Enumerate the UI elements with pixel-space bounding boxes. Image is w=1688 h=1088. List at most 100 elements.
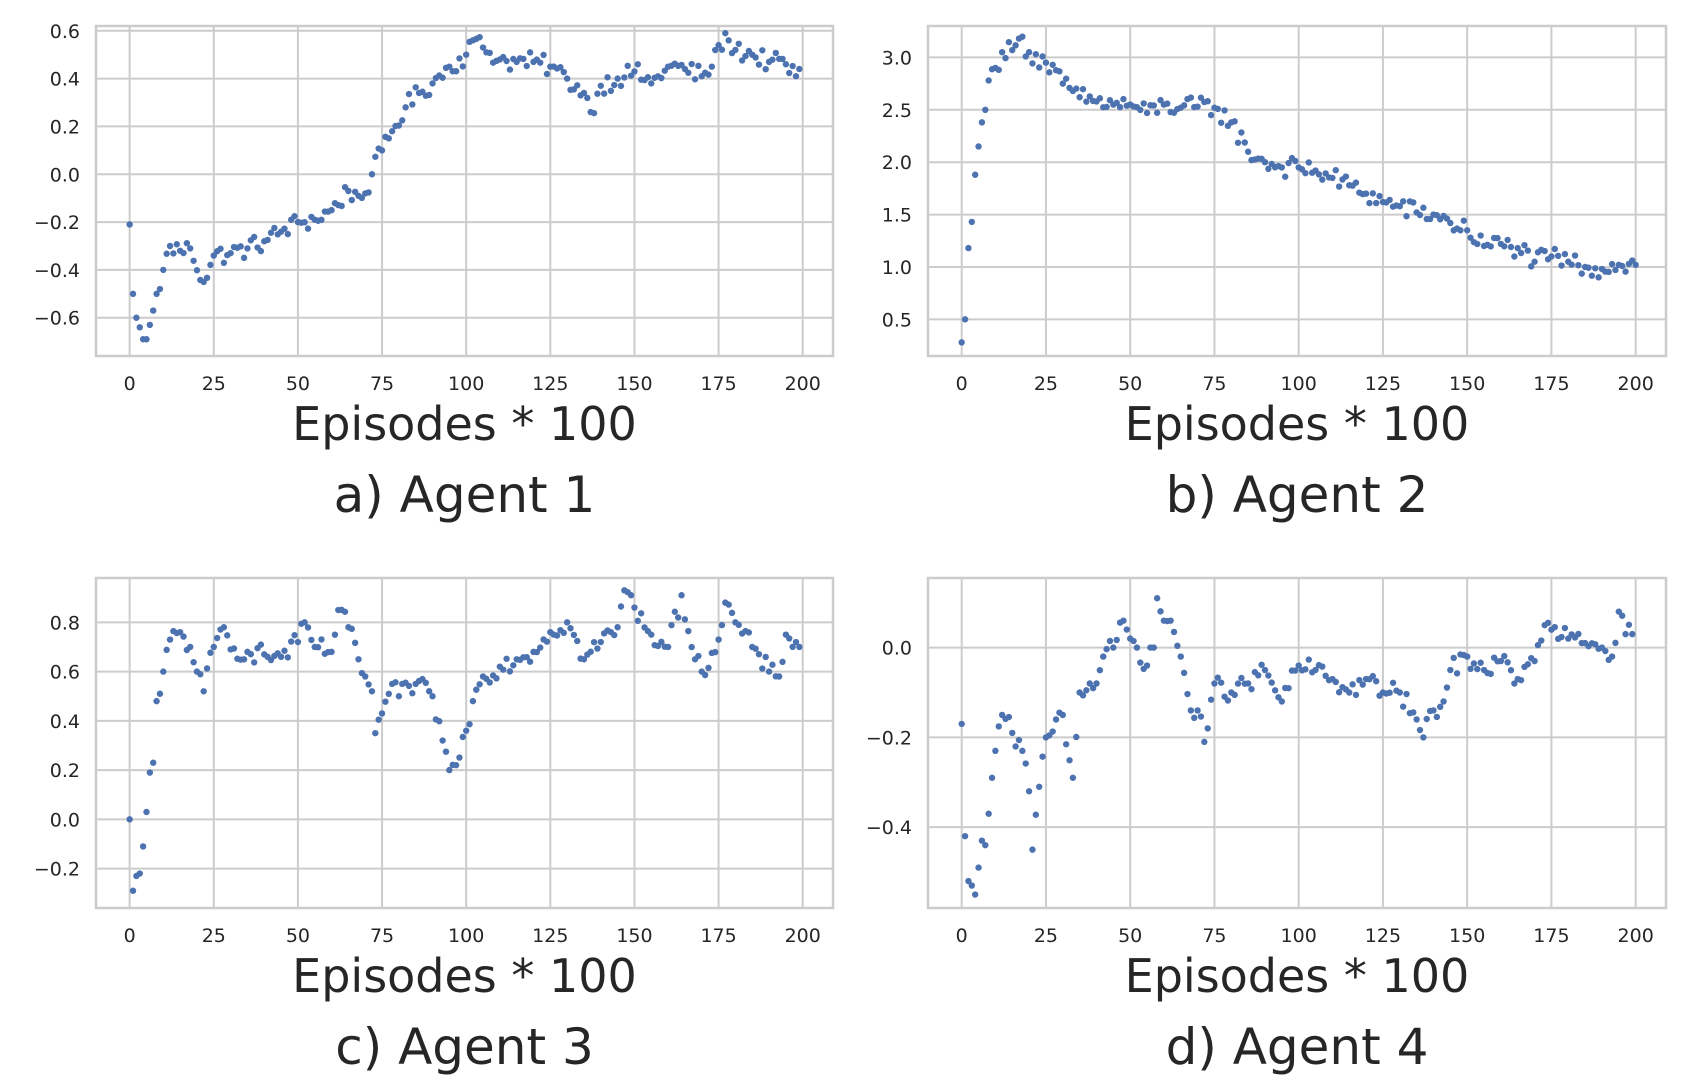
data-point: [971, 891, 979, 898]
data-point: [1342, 686, 1350, 693]
data-point: [1399, 703, 1407, 710]
x-tick-label: 75: [370, 373, 394, 395]
data-point: [715, 636, 722, 643]
scatter-series: [958, 33, 1639, 346]
data-point: [1592, 641, 1599, 648]
data-point: [257, 641, 265, 648]
data-point: [557, 64, 564, 71]
data-point: [133, 314, 140, 321]
data-point: [425, 91, 433, 99]
data-point: [1528, 263, 1535, 270]
data-point: [1113, 99, 1120, 107]
data-point: [1241, 680, 1248, 687]
data-point: [1352, 691, 1360, 699]
data-point: [705, 71, 712, 78]
x-tick-label: 0: [956, 373, 968, 395]
data-point: [217, 245, 224, 252]
data-point: [1477, 659, 1484, 666]
data-point: [1009, 729, 1016, 737]
data-point: [1187, 707, 1195, 714]
data-point: [348, 625, 355, 633]
data-point: [173, 629, 180, 637]
data-point: [1561, 250, 1569, 258]
data-point: [281, 225, 288, 232]
data-point: [1632, 261, 1639, 269]
data-point: [257, 247, 265, 255]
data-point: [1012, 42, 1019, 49]
data-point: [1244, 148, 1252, 155]
data-point: [325, 648, 332, 656]
data-point: [985, 77, 992, 84]
data-point: [1305, 656, 1312, 663]
data-point: [1093, 680, 1100, 687]
data-point: [634, 61, 642, 68]
data-point: [782, 61, 790, 68]
data-point: [685, 627, 692, 635]
data-point: [409, 101, 416, 108]
data-point: [1457, 227, 1464, 234]
data-point: [1157, 608, 1164, 615]
data-point: [1494, 234, 1501, 242]
x-tick-label: 175: [700, 925, 736, 947]
data-point: [718, 621, 726, 629]
data-point: [402, 104, 409, 111]
data-point: [1504, 659, 1511, 666]
data-point: [681, 616, 689, 623]
data-point: [1443, 684, 1451, 691]
data-point: [1335, 689, 1343, 696]
data-point: [1224, 122, 1232, 130]
data-point: [166, 242, 174, 250]
data-point: [648, 80, 655, 87]
y-tick-label: 0.0: [50, 809, 80, 831]
data-point: [1258, 155, 1265, 163]
data-point: [1521, 241, 1528, 249]
data-point: [587, 648, 594, 655]
data-point: [1137, 659, 1144, 666]
data-point: [1470, 660, 1478, 667]
data-point: [143, 336, 150, 343]
data-point: [786, 69, 793, 77]
data-point: [1012, 743, 1019, 750]
data-point: [624, 62, 631, 70]
data-point: [150, 307, 157, 314]
data-point: [1177, 653, 1184, 660]
data-point: [308, 636, 315, 644]
x-tick-label: 100: [448, 925, 484, 947]
data-point: [1073, 85, 1080, 92]
data-point: [500, 666, 507, 673]
y-tick-label: 0.4: [50, 69, 80, 91]
data-point: [688, 643, 695, 651]
data-point: [1447, 666, 1454, 674]
data-point: [358, 194, 366, 202]
data-point: [1238, 129, 1245, 136]
y-tick-label: 3.0: [882, 47, 912, 69]
x-tick-label: 125: [1365, 373, 1401, 395]
data-point: [1622, 268, 1629, 275]
data-point: [1005, 38, 1013, 46]
data-point: [537, 644, 544, 651]
data-point: [1416, 211, 1424, 219]
data-point: [971, 171, 979, 178]
data-point: [1460, 651, 1468, 659]
scatter-series: [126, 29, 803, 343]
data-point: [705, 664, 712, 672]
data-point: [634, 617, 642, 625]
data-point: [968, 882, 976, 889]
data-point: [533, 648, 541, 656]
data-point: [1103, 103, 1110, 111]
data-point: [597, 638, 604, 646]
data-point: [1356, 676, 1363, 684]
data-point: [1578, 270, 1585, 277]
data-point: [755, 650, 763, 658]
y-tick-label: −0.6: [34, 308, 80, 330]
data-point: [631, 604, 638, 611]
data-point: [526, 658, 534, 665]
data-point: [180, 633, 187, 640]
x-tick-label: 50: [1118, 373, 1142, 395]
data-point: [965, 244, 972, 252]
x-tick-label: 0: [124, 925, 136, 947]
data-point: [574, 637, 581, 645]
data-point: [1062, 75, 1070, 82]
data-point: [1450, 654, 1457, 662]
data-point: [1420, 204, 1427, 211]
